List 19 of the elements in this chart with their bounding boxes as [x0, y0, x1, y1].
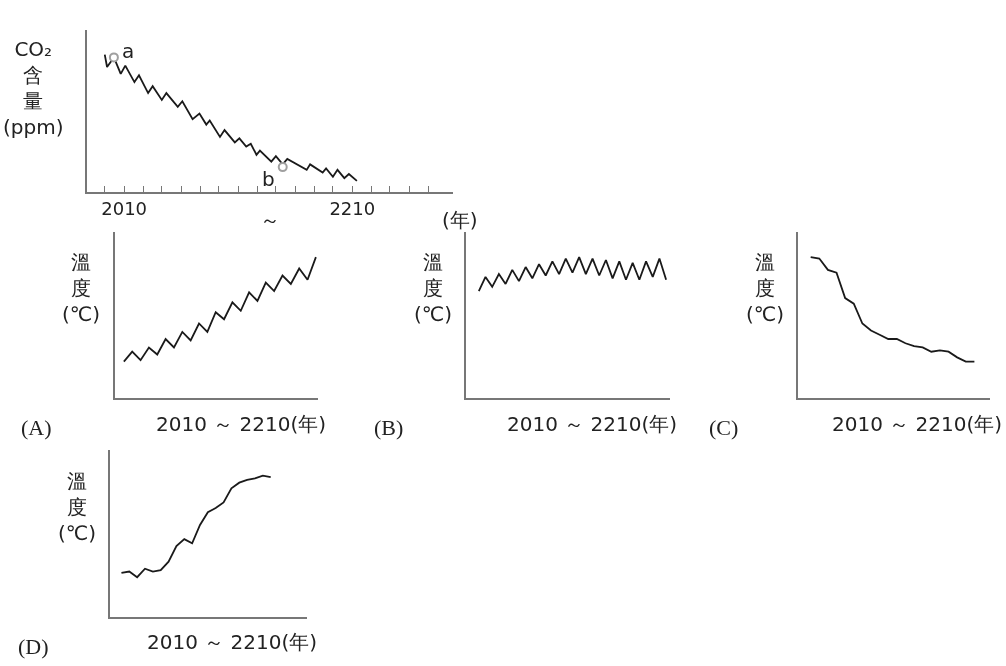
annotation: b	[262, 167, 275, 191]
text: (B)	[374, 415, 404, 440]
x-axis-title: 2010 ～ 2210(年)	[507, 412, 678, 436]
x-tick-label: 2010	[101, 198, 148, 220]
x-axis-title: 2010 ～ 2210(年)	[147, 630, 318, 654]
annotation: a	[122, 39, 135, 63]
y-axis-title: CO₂含量(ppm)	[3, 37, 64, 139]
x-axis-title: 2010 ～ 2210(年)	[156, 412, 327, 436]
text: (年)	[442, 208, 478, 232]
text: (D)	[18, 634, 49, 659]
text: (A)	[21, 415, 52, 440]
y-axis-title: 溫度(℃)	[58, 469, 97, 545]
x-tick-label: 2210	[329, 198, 376, 220]
y-axis-title: 溫度(℃)	[746, 250, 785, 326]
text: ～	[260, 208, 280, 232]
y-axis-title: 溫度(℃)	[62, 250, 101, 326]
x-axis-title: 2010 ～ 2210(年)	[832, 412, 1003, 436]
y-axis-title: 溫度(℃)	[414, 250, 453, 326]
text: (C)	[709, 415, 739, 440]
